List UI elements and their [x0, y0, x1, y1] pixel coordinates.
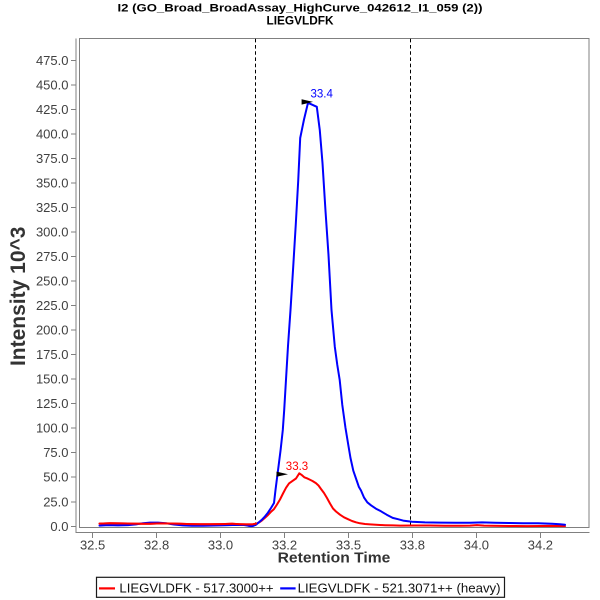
svg-text:25.0: 25.0: [43, 494, 68, 509]
svg-text:LIEGVLDFK - 521.3071++ (heavy): LIEGVLDFK - 521.3071++ (heavy): [298, 580, 501, 595]
svg-text:50.0: 50.0: [43, 470, 68, 485]
svg-text:425.0: 425.0: [36, 102, 69, 117]
svg-text:Intensity 10^3: Intensity 10^3: [7, 227, 30, 367]
svg-text:300.0: 300.0: [36, 224, 69, 239]
svg-text:100.0: 100.0: [36, 421, 69, 436]
svg-text:32.8: 32.8: [144, 538, 169, 553]
svg-text:375.0: 375.0: [36, 151, 69, 166]
svg-text:75.0: 75.0: [43, 445, 68, 460]
svg-text:175.0: 175.0: [36, 347, 69, 362]
svg-text:33.2: 33.2: [272, 538, 297, 553]
svg-text:33.5: 33.5: [336, 538, 361, 553]
svg-text:450.0: 450.0: [36, 77, 69, 92]
svg-text:34.0: 34.0: [464, 538, 489, 553]
svg-text:LIEGVLDFK - 517.3000++: LIEGVLDFK - 517.3000++: [119, 580, 273, 595]
svg-text:400.0: 400.0: [36, 126, 69, 141]
svg-text:33.4: 33.4: [311, 89, 334, 101]
svg-text:200.0: 200.0: [36, 323, 69, 338]
svg-text:34.2: 34.2: [528, 538, 553, 553]
svg-text:33.0: 33.0: [208, 538, 233, 553]
svg-text:125.0: 125.0: [36, 396, 69, 411]
svg-text:LIEGVLDFK: LIEGVLDFK: [267, 14, 334, 28]
svg-text:32.5: 32.5: [80, 538, 105, 553]
svg-text:350.0: 350.0: [36, 175, 69, 190]
svg-text:250.0: 250.0: [36, 274, 69, 289]
svg-text:225.0: 225.0: [36, 298, 69, 313]
svg-text:275.0: 275.0: [36, 249, 69, 264]
svg-text:I2 (GO_Broad_BroadAssay_HighCu: I2 (GO_Broad_BroadAssay_HighCurve_042612…: [118, 2, 483, 14]
svg-text:475.0: 475.0: [36, 53, 69, 68]
svg-text:Retention Time: Retention Time: [278, 550, 391, 567]
svg-text:325.0: 325.0: [36, 200, 69, 215]
svg-text:150.0: 150.0: [36, 372, 69, 387]
svg-text:33.3: 33.3: [286, 461, 308, 473]
svg-text:33.8: 33.8: [400, 538, 425, 553]
svg-text:0.0: 0.0: [50, 519, 68, 534]
